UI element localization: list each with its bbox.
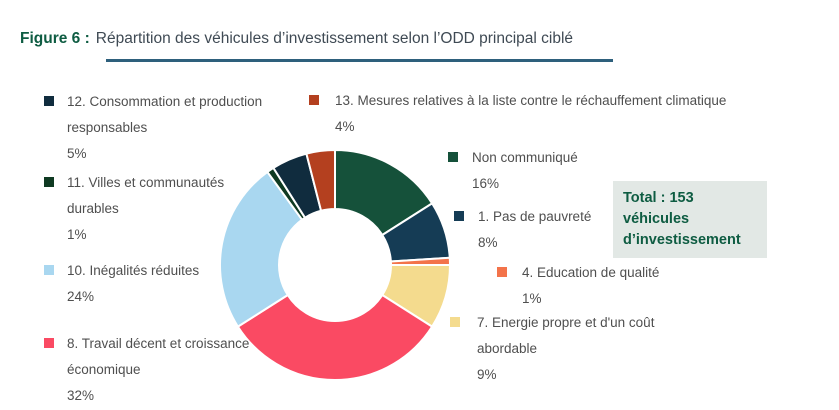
legend-pct-sdg4: 1% (522, 291, 542, 306)
donut-chart (219, 148, 452, 382)
legend-item-non-communique: Non communiqué 16% (448, 145, 682, 197)
legend-label-sdg1: 1. Pas de pauvreté (478, 209, 592, 224)
legend-item-sdg8: 8. Travail décent et croissance économiq… (44, 331, 272, 409)
legend-label-sdg7: 7. Energie propre et d'un coût abordable (477, 315, 655, 356)
legend-pct-sdg7: 9% (477, 367, 497, 382)
legend-label-sdg11: 11. Villes et communautés durables (67, 175, 225, 216)
donut-segment (305, 148, 336, 212)
legend-label-sdg10: 10. Inégalités réduites (67, 263, 200, 278)
legend-swatch-non-communique (448, 152, 458, 162)
legend-item-sdg11: 11. Villes et communautés durables 1% (44, 170, 252, 248)
title-underline (106, 59, 613, 62)
legend-label-sdg8: 8. Travail décent et croissance économiq… (67, 336, 250, 377)
figure-title: Figure 6 : Répartition des véhicules d’in… (20, 30, 573, 48)
legend-label-sdg4: 4. Education de qualité (522, 265, 660, 280)
donut-segment (219, 170, 304, 329)
legend-label-non-communique: Non communiqué (472, 150, 578, 165)
legend-swatch-sdg8 (44, 338, 54, 348)
legend-swatch-sdg7 (450, 317, 460, 327)
total-vehicles-box: Total : 153 véhicules d’investissement (613, 181, 767, 258)
legend-swatch-sdg4 (497, 267, 507, 277)
legend-item-sdg10: 10. Inégalités réduites 24% (44, 258, 272, 310)
legend-swatch-sdg13 (309, 95, 319, 105)
legend-item-sdg12: 12. Consommation et production responsab… (44, 89, 287, 167)
legend-pct-sdg10: 24% (67, 289, 95, 304)
legend-pct-sdg12: 5% (67, 146, 87, 161)
legend-pct-sdg11: 1% (67, 227, 87, 242)
legend-swatch-sdg11 (44, 177, 54, 187)
legend-label-sdg13: 13. Mesures relatives à la liste contre … (335, 93, 727, 108)
legend-item-sdg13: 13. Mesures relatives à la liste contre … (309, 88, 735, 140)
legend-label-sdg12: 12. Consommation et production responsab… (67, 94, 263, 135)
legend-swatch-sdg1 (454, 211, 464, 221)
legend-swatch-sdg12 (44, 96, 54, 106)
legend-pct-non-communique: 16% (472, 176, 500, 191)
legend-pct-sdg8: 32% (67, 388, 95, 403)
legend-item-sdg4: 4. Education de qualité 1% (497, 260, 752, 312)
legend-pct-sdg1: 8% (478, 235, 498, 250)
legend-item-sdg7: 7. Energie propre et d'un coût abordable… (450, 310, 672, 388)
legend-swatch-sdg10 (44, 265, 54, 275)
legend-pct-sdg13: 4% (335, 119, 355, 134)
figure-number-label: Figure 6 : (20, 30, 90, 47)
figure-title-text: Répartition des véhicules d’investisseme… (95, 30, 574, 47)
legend-item-sdg1: 1. Pas de pauvreté 8% (454, 204, 688, 256)
donut-segment (236, 293, 434, 382)
